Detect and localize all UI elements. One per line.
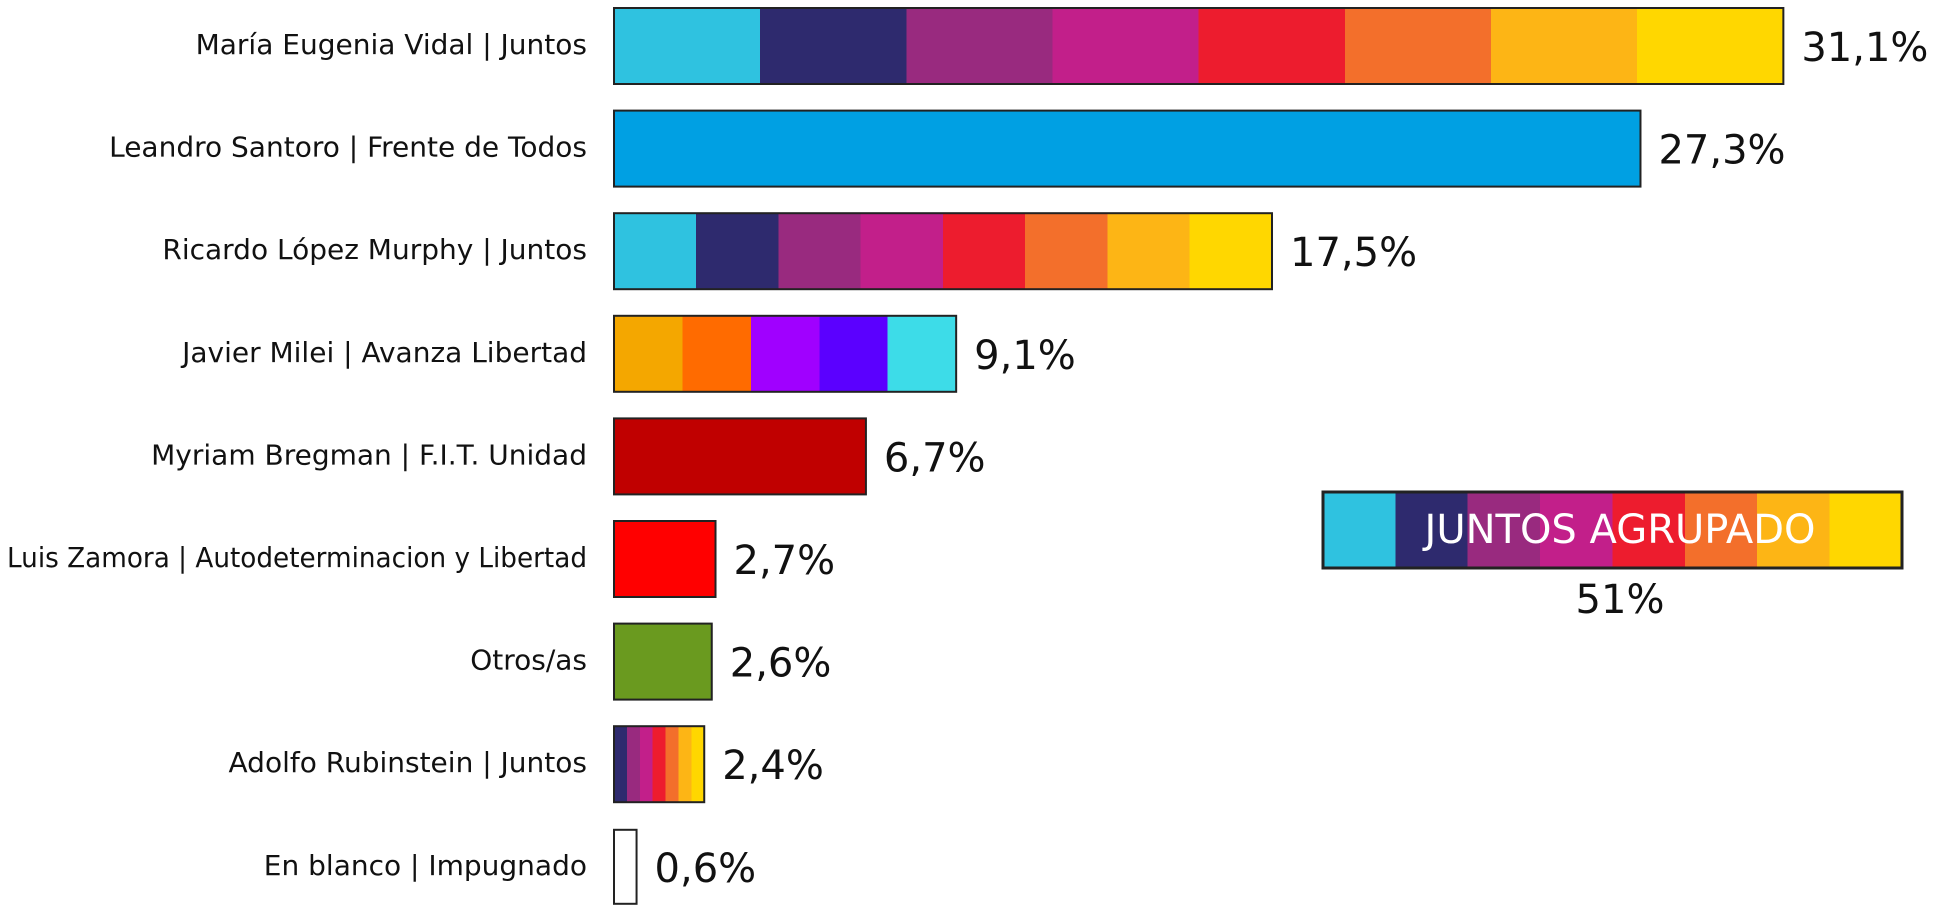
category-label: Javier Milei | Avanza Libertad — [180, 336, 587, 369]
category-label: En blanco | Impugnado — [264, 849, 587, 882]
value-label: 2,6% — [730, 641, 832, 687]
bar — [613, 622, 713, 701]
bar — [613, 212, 1273, 291]
bar — [613, 314, 958, 393]
value-label: 27,3% — [1658, 128, 1785, 174]
category-label: Myriam Bregman | F.I.T. Unidad — [151, 438, 587, 471]
value-label: 2,7% — [734, 538, 836, 584]
value-label: 9,1% — [974, 333, 1076, 379]
bar — [613, 828, 638, 905]
category-label: Leandro Santoro | Frente de Todos — [109, 131, 587, 164]
annotation-text: JUNTOS AGRUPADO — [1422, 507, 1816, 553]
bar — [613, 725, 706, 804]
bar — [613, 520, 717, 598]
category-label: Adolfo Rubinstein | Juntos — [229, 746, 587, 779]
value-label: 17,5% — [1290, 230, 1417, 276]
category-label: Otros/as — [470, 644, 587, 677]
annotation-badge — [1321, 490, 1904, 570]
bar — [613, 417, 867, 496]
category-label: María Eugenia Vidal | Juntos — [196, 28, 587, 61]
category-label: Luis Zamora | Autodeterminacion y Libert… — [7, 541, 587, 574]
bar — [613, 109, 1642, 188]
value-label: 0,6% — [655, 846, 757, 892]
value-label: 6,7% — [884, 435, 986, 481]
value-label: 2,4% — [722, 743, 824, 789]
bar — [613, 7, 1785, 85]
category-label: Ricardo López Murphy | Juntos — [162, 233, 587, 266]
annotation-value: 51% — [1576, 577, 1665, 623]
value-label: 31,1% — [1801, 25, 1928, 71]
